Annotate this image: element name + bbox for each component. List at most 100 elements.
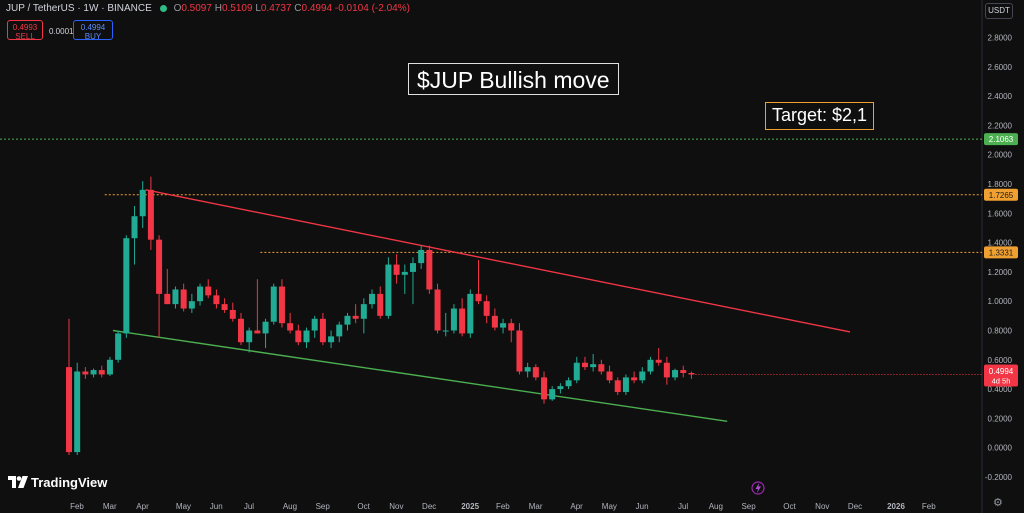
candle-body [278,286,285,324]
level-price-label: 1.3331 [989,248,1014,257]
candle-body [213,295,220,305]
y-tick-label: 0.4000 [988,385,1013,394]
x-tick-label: Dec [422,502,436,511]
candle-body [385,264,392,316]
level-price-label: 2.1063 [989,135,1014,144]
open-value: 0.5097 [181,3,212,14]
buy-label: BUY [84,32,102,41]
open-label: O [173,3,182,14]
x-tick-label: May [602,502,617,511]
close-label: C [294,3,302,14]
x-tick-label: 2025 [461,502,479,511]
close-value: 0.4994 [301,3,333,14]
x-tick-label: Feb [922,502,936,511]
lightning-icon [755,483,761,493]
candle-body [262,321,269,334]
x-tick-label: Mar [103,502,117,511]
candle-body [319,318,326,343]
sell-button[interactable]: 0.4993 SELL [7,20,43,41]
candle-body [491,315,498,328]
candle-body [500,323,507,328]
symbol-name[interactable]: JUP / TetherUS · 1W · BINANCE [6,3,152,14]
y-tick-label: 1.6000 [988,209,1013,218]
x-tick-label: Nov [389,502,403,511]
x-tick-label: Apr [136,502,149,511]
x-tick-label: Oct [357,502,370,511]
candle-body [369,293,376,305]
candle-body [336,324,343,337]
candle-body [672,370,679,378]
low-value: 0.4737 [260,3,292,14]
candle-body [483,301,490,316]
symbol-header: JUP / TetherUS · 1W · BINANCE O0.5097 H0… [6,3,410,14]
x-tick-label: Nov [815,502,829,511]
y-tick-label: 0.6000 [988,356,1013,365]
candle-body [663,362,670,378]
candle-body [147,189,154,240]
y-tick-label: 0.2000 [988,414,1013,423]
tradingview-logo-text: TradingView [31,475,108,490]
level-price-badge [984,246,1018,259]
low-label: L [255,3,261,14]
candle-body [450,308,457,331]
sell-price: 0.4993 [12,23,38,32]
candle-body [287,323,294,331]
x-tick-label: Oct [783,502,796,511]
y-tick-label: 2.8000 [988,34,1013,43]
candle-body [459,308,466,334]
last-price-label: 0.4994 [989,367,1014,376]
candle-body [532,367,539,378]
x-tick-label: Mar [529,502,543,511]
candle-body [303,330,310,343]
x-tick-label: Jul [244,502,254,511]
candle-body [680,370,687,373]
y-tick-label: 2.6000 [988,63,1013,72]
candle-body [188,301,195,309]
y-tick-label: 2.0000 [988,151,1013,160]
currency-selector[interactable]: USDT [985,3,1013,19]
candle-body [180,289,187,309]
change-value: -0.0104 (-2.04%) [334,3,410,14]
x-tick-label: Jun [636,502,649,511]
candle-body [172,289,179,305]
candle-body [598,364,605,372]
event-marker-icon[interactable] [751,481,765,495]
candle-body [328,336,335,343]
tradingview-logo[interactable]: TradingView [8,475,107,490]
candle-body [688,372,695,375]
chart-title-annotation[interactable]: $JUP Bullish move [408,63,619,95]
candle-body [311,318,318,331]
high-label: H [214,3,222,14]
high-value: 0.5109 [221,3,253,14]
level-price-badge [984,133,1018,146]
x-tick-label: Apr [570,502,583,511]
candle-body [639,371,646,381]
candle-body [74,371,81,453]
buy-button[interactable]: 0.4994 BUY [73,20,113,41]
candle-body [434,289,441,331]
candle-body [442,330,449,332]
tradingview-logo-icon [8,476,28,488]
candle-body [516,330,523,372]
candle-body [360,304,367,319]
candle-body [393,264,400,275]
x-tick-label: May [176,502,191,511]
candle-body [352,315,359,319]
candle-body [590,364,597,368]
target-annotation[interactable]: Target: $2,1 [765,102,875,130]
candle-body [622,377,629,393]
settings-gear-icon[interactable]: ⚙ [993,497,1003,509]
candle-body [221,304,228,310]
y-tick-label: 1.4000 [988,239,1013,248]
x-tick-label: 2026 [887,502,905,511]
y-tick-label: 2.2000 [988,121,1013,130]
candle-body [409,263,416,272]
candle-body [246,330,253,343]
candle-body [418,249,425,264]
candle-body [475,293,482,302]
candle-body [66,367,72,453]
x-tick-label: Dec [848,502,862,511]
y-tick-label: 1.8000 [988,180,1013,189]
spread-value: 0.0001 [49,27,74,36]
